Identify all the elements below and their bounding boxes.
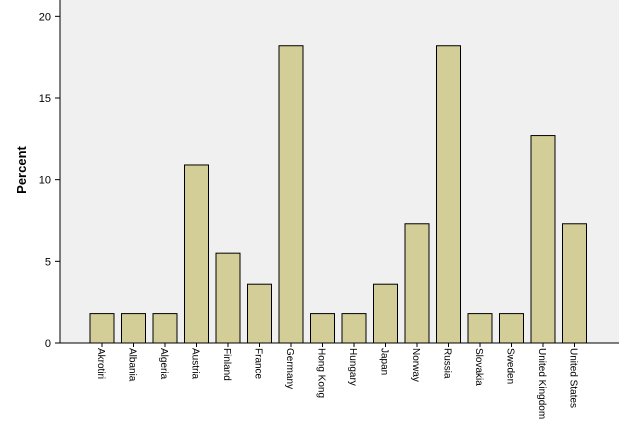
x-tick-label: Russia [442,348,453,379]
bar [247,283,272,344]
bar [373,283,398,344]
bar [184,164,209,344]
x-tick-label: United States [568,348,579,408]
x-tick-label: Sweden [505,348,516,384]
bar [499,313,524,344]
bar [310,313,335,344]
x-tick-label: Akrotiri [95,348,106,379]
plot-area [60,0,619,343]
y-tick-label: 0 [45,338,51,350]
bar [278,45,304,344]
x-tick-label: Hungary [347,348,358,386]
y-tick-label: 5 [45,256,51,268]
bar [215,252,241,344]
x-tick-label: Austria [190,348,201,380]
x-tick-label: Japan [379,348,390,375]
x-tick-label: Norway [410,348,421,382]
x-tick-label: Algeria [158,348,169,380]
bar [467,313,493,344]
x-tick-label: Albania [127,348,138,382]
bar [404,223,430,344]
bar [89,313,115,344]
bar [562,223,587,344]
bar [341,313,367,344]
y-tick-label: 20 [39,11,51,23]
x-tick-label: Germany [284,348,295,389]
x-tick-label: France [253,348,264,380]
bar [530,135,556,344]
y-tick-label: 15 [39,93,51,105]
x-tick-label: Slovakia [473,348,484,386]
bar [121,313,146,344]
bar [436,45,461,344]
y-axis-label: Percent [14,145,29,193]
x-tick-label: Finland [221,348,232,381]
bar [152,313,178,344]
y-tick-label: 10 [39,175,51,187]
x-tick-label: United Kingdom [536,348,547,419]
x-tick-label: Hong Kong [316,348,327,398]
